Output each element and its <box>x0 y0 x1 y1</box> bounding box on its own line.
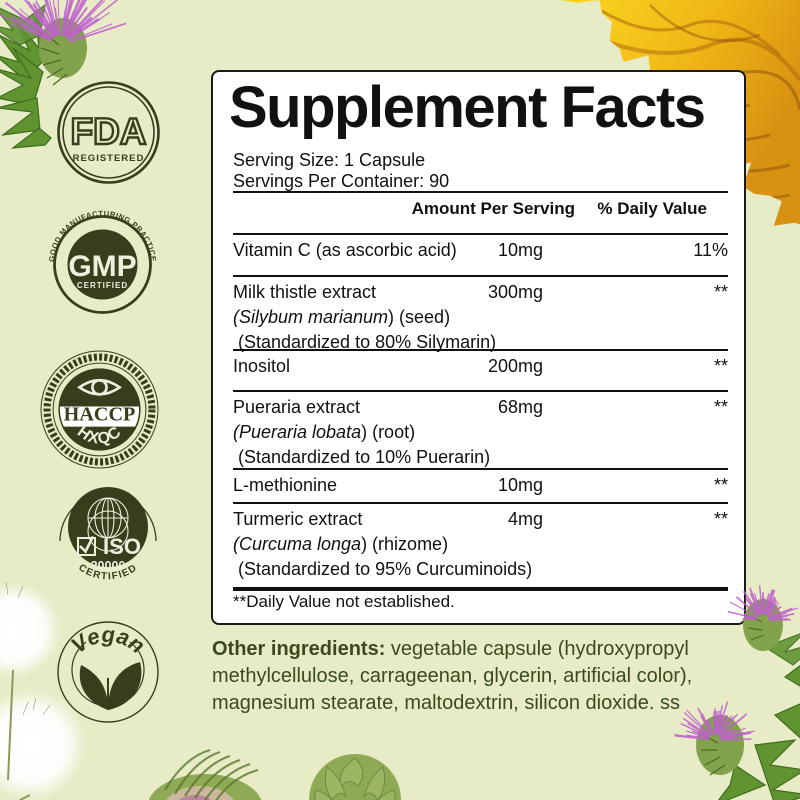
svg-text:ISO: ISO <box>103 534 141 559</box>
svg-text:HACCP: HACCP <box>64 404 136 426</box>
svg-text:REGISTERED: REGISTERED <box>73 153 145 164</box>
svg-text:CERTIFIED: CERTIFIED <box>77 281 128 290</box>
svg-text:FDA: FDA <box>70 111 146 152</box>
svg-text:GMP: GMP <box>68 250 136 283</box>
